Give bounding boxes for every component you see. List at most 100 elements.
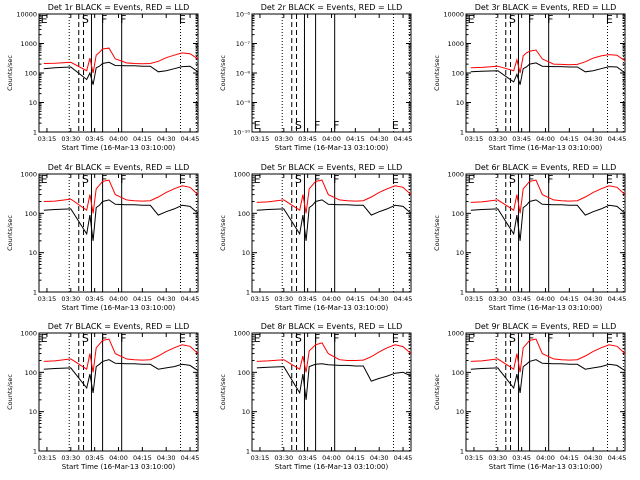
chart-title: Det 8r BLACK = Events, RED = LLD (261, 322, 403, 331)
chart-panel-5: Det 5r BLACK = Events, RED = LLD 03:15 03:… (219, 163, 412, 312)
y-tick-label: 1 (33, 289, 37, 297)
phase-marker: F (314, 119, 320, 132)
x-tick-label: 04:45 (608, 454, 627, 462)
y-tick-label: 100 (25, 70, 37, 78)
y-tick-label: 100 (452, 70, 464, 78)
x-tick-label: 04:00 (536, 454, 555, 462)
y-tick-label: 10 (456, 408, 464, 416)
x-tick-label: 04:45 (181, 295, 200, 303)
y-tick-label: 1 (460, 129, 464, 137)
phase-marker: E (392, 332, 399, 345)
plot-frame (251, 173, 412, 293)
phase-marker: F (333, 119, 339, 132)
y-tick-label: 10 (29, 99, 37, 107)
chart-panel-4: Det 4r BLACK = Events, RED = LLD 03:15 03:… (6, 163, 199, 312)
x-axis-label: Start Time (16-Mar-13 03:10:00) (62, 304, 176, 312)
phase-marker: S (295, 119, 302, 132)
y-tick-label: 1 (246, 448, 250, 456)
y-tick-label: 100 (25, 210, 37, 218)
x-tick-label: 04:45 (394, 135, 413, 143)
x-tick-label: 03:30 (274, 135, 293, 143)
x-tick-label: 04:45 (181, 135, 200, 143)
phase-marker: E (392, 173, 399, 186)
phase-marker: E (254, 119, 261, 132)
x-tick-label: 03:45 (512, 295, 531, 303)
phase-marker: S (509, 173, 516, 186)
x-tick-label: 03:15 (465, 135, 484, 143)
x-tick-label: 03:45 (298, 454, 317, 462)
x-tick-label: 04:30 (370, 135, 389, 143)
phase-marker: E (468, 13, 475, 26)
x-tick-label: 03:45 (512, 454, 531, 462)
series-line-events (256, 199, 412, 241)
series-line-events (256, 363, 412, 400)
chart-title: Det 3r BLACK = Events, RED = LLD (475, 3, 617, 12)
series-line-lld (470, 179, 626, 214)
x-tick-label: 03:45 (85, 135, 104, 143)
y-tick-label: 1 (33, 129, 37, 137)
x-tick-label: 04:00 (109, 454, 128, 462)
phase-marker: F (120, 332, 126, 345)
x-tick-label: 04:00 (109, 295, 128, 303)
x-tick-label: 03:30 (488, 454, 507, 462)
phase-marker: F (120, 173, 126, 186)
y-tick-label: 1000 (447, 330, 464, 338)
x-tick-label: 04:30 (157, 135, 176, 143)
plot-frame (38, 173, 199, 293)
y-tick-label: 1000 (233, 171, 250, 179)
y-axis-label: Counts/sec (433, 215, 441, 251)
phase-marker: E (606, 332, 613, 345)
y-tick-label: 10000 (16, 11, 37, 19)
y-tick-label: 1000 (447, 171, 464, 179)
chart-title: Det 5r BLACK = Events, RED = LLD (261, 163, 403, 172)
y-tick-label: 1000 (447, 40, 464, 48)
y-tick-label: 1 (460, 289, 464, 297)
x-tick-label: 03:30 (488, 135, 507, 143)
y-axis-label: Counts/sec (433, 55, 441, 91)
series-line-lld (43, 338, 199, 373)
series-line-events (43, 61, 199, 85)
x-tick-label: 03:15 (251, 135, 270, 143)
x-tick-label: 04:45 (394, 454, 413, 462)
x-tick-label: 03:45 (512, 135, 531, 143)
x-tick-label: 03:15 (38, 135, 57, 143)
series-line-lld (256, 179, 412, 214)
x-tick-label: 04:15 (560, 454, 579, 462)
series-line-lld (470, 338, 626, 373)
y-tick-label: 10⁻⁹ (236, 99, 251, 107)
phase-marker: F (547, 332, 553, 345)
x-tick-label: 04:15 (346, 135, 365, 143)
y-axis-label: Counts/sec (6, 374, 14, 410)
phase-marker: S (82, 173, 89, 186)
chart-panel-6: Det 6r BLACK = Events, RED = LLD 03:15 03:… (433, 163, 626, 312)
x-axis-label: Start Time (16-Mar-13 03:10:00) (62, 463, 176, 471)
chart-panel-9: Det 9r BLACK = Events, RED = LLD 03:15 03:… (433, 322, 626, 471)
x-tick-label: 03:15 (38, 454, 57, 462)
chart-panel-1: Det 1r BLACK = Events, RED = LLD 03:15 03:… (6, 3, 199, 152)
x-tick-label: 04:00 (322, 454, 341, 462)
phase-marker: E (254, 173, 261, 186)
chart-panel-3: Det 3r BLACK = Events, RED = LLD 03:15 03:… (433, 3, 626, 152)
y-axis-label: Counts/sec (219, 215, 227, 251)
phase-marker: E (41, 173, 48, 186)
x-tick-label: 03:45 (85, 454, 104, 462)
y-axis-label: Counts/sec (219, 374, 227, 410)
chart-title: Det 1r BLACK = Events, RED = LLD (48, 3, 190, 12)
x-tick-label: 04:00 (536, 295, 555, 303)
plot-frame (251, 13, 412, 133)
chart-title: Det 2r BLACK = Events, RED = LLD (261, 3, 403, 12)
x-tick-label: 03:15 (465, 454, 484, 462)
y-axis-label: Counts/sec (6, 215, 14, 251)
y-tick-label: 1000 (20, 330, 37, 338)
phase-marker: F (528, 332, 534, 345)
plot-frame (38, 332, 199, 452)
y-axis-label: Counts/sec (219, 55, 227, 91)
phase-marker: F (528, 13, 534, 26)
phase-marker: F (101, 13, 107, 26)
phase-marker: S (509, 332, 516, 345)
phase-marker: F (120, 13, 126, 26)
x-tick-label: 04:15 (346, 295, 365, 303)
series-line-events (470, 62, 626, 85)
x-tick-label: 04:30 (370, 454, 389, 462)
x-tick-label: 03:15 (251, 454, 270, 462)
